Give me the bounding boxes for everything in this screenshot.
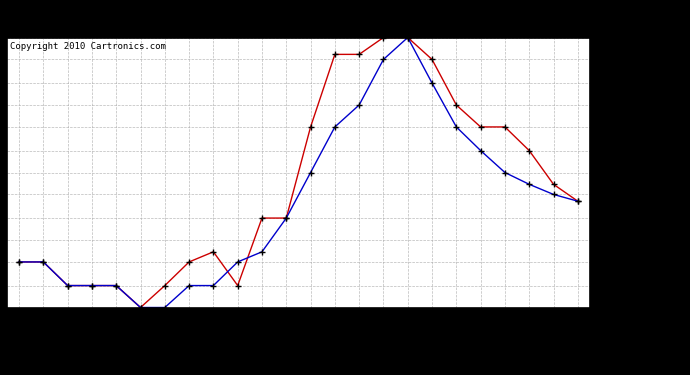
Text: Copyright 2010 Cartronics.com: Copyright 2010 Cartronics.com [10,42,166,51]
Text: Outdoor Temperature (vs) Wind Chill (Last 24 Hours) 20100831: Outdoor Temperature (vs) Wind Chill (Las… [103,11,587,26]
